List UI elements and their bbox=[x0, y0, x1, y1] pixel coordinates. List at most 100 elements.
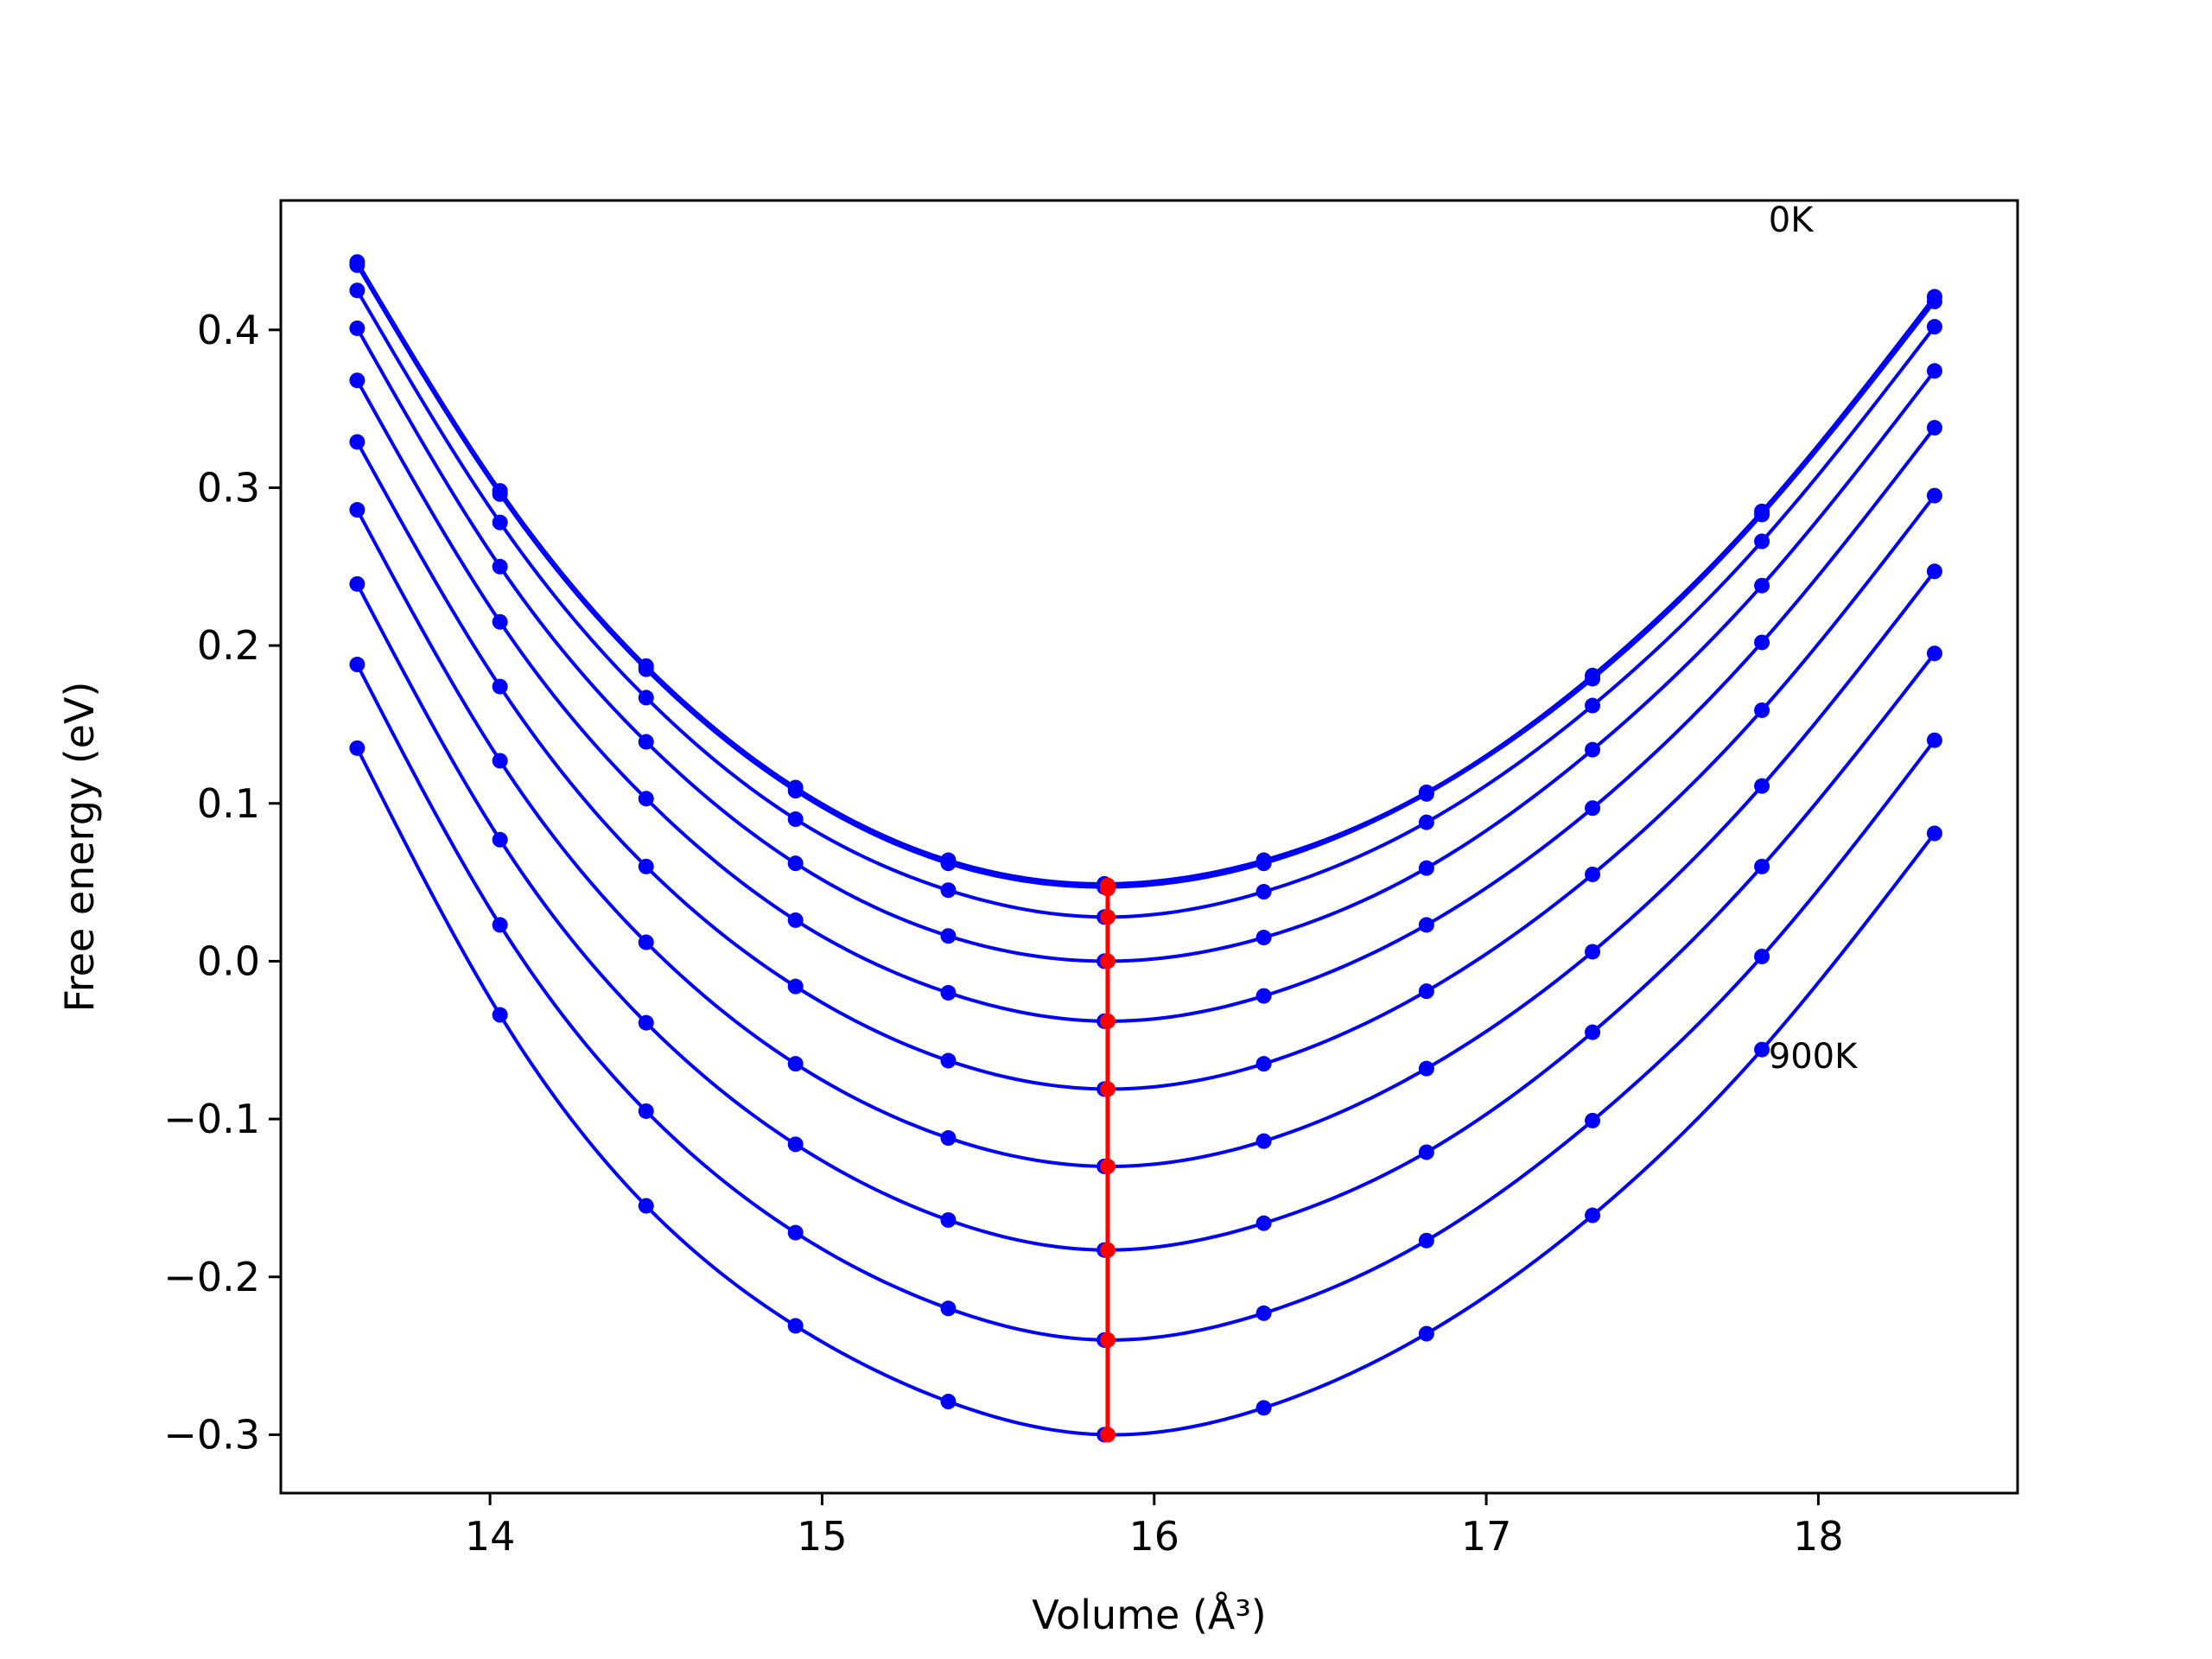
data-point bbox=[1754, 577, 1770, 594]
energy-curve bbox=[355, 327, 1936, 963]
data-point bbox=[1255, 1400, 1272, 1416]
data-point bbox=[787, 1318, 804, 1334]
data-point bbox=[787, 783, 804, 799]
data-point bbox=[638, 934, 654, 950]
data-point bbox=[1926, 563, 1942, 580]
energy-curve bbox=[355, 582, 1936, 1252]
plot-frame bbox=[279, 199, 2019, 1495]
energy-curve bbox=[355, 747, 1936, 1437]
data-point bbox=[492, 1007, 508, 1023]
y-tick-label: 0.4 bbox=[197, 307, 260, 353]
y-tick-label: 0.3 bbox=[197, 464, 260, 511]
y-axis-ticks: −0.3 −0.2 −0.1 0.0 0.1 0.2 0.3 0.4 bbox=[163, 307, 281, 1458]
data-point bbox=[1926, 825, 1942, 842]
x-tick-label: 16 bbox=[1128, 1513, 1179, 1560]
data-point bbox=[1585, 1112, 1601, 1128]
data-point bbox=[1255, 930, 1272, 946]
data-point bbox=[787, 912, 804, 928]
minimum-point bbox=[1099, 880, 1116, 897]
energy-curve bbox=[355, 261, 1936, 886]
curve-annotation: 900K bbox=[1769, 1037, 1859, 1077]
data-point bbox=[638, 858, 654, 874]
energy-curve bbox=[355, 264, 1936, 889]
data-point bbox=[940, 928, 957, 944]
data-point bbox=[1754, 778, 1770, 794]
data-point bbox=[638, 661, 654, 677]
data-point bbox=[1926, 732, 1942, 748]
data-point bbox=[1418, 785, 1434, 802]
data-point bbox=[349, 320, 365, 336]
annotations: 0K 900K bbox=[1769, 200, 1859, 1077]
data-point bbox=[1585, 697, 1601, 714]
data-point bbox=[492, 613, 508, 630]
data-point bbox=[1585, 866, 1601, 882]
energy-curves bbox=[355, 261, 1936, 1437]
minimum-point bbox=[1099, 1242, 1116, 1258]
data-point bbox=[638, 690, 654, 706]
y-tick-label: 0.2 bbox=[197, 622, 260, 669]
data-point bbox=[638, 791, 654, 807]
data-point bbox=[638, 734, 654, 750]
data-point bbox=[349, 502, 365, 518]
data-point bbox=[1926, 319, 1942, 335]
minimum-point bbox=[1099, 1332, 1116, 1348]
data-point bbox=[1585, 671, 1601, 687]
data-point bbox=[349, 257, 365, 273]
data-point bbox=[940, 855, 957, 872]
x-axis-label: Volume (Å³) bbox=[1032, 1592, 1267, 1638]
data-point bbox=[940, 1300, 957, 1317]
energy-curve bbox=[355, 509, 1936, 1168]
data-point bbox=[492, 678, 508, 695]
data-point bbox=[1926, 363, 1942, 379]
data-point bbox=[1255, 855, 1272, 872]
y-tick-label: −0.1 bbox=[163, 1096, 260, 1142]
x-tick-label: 14 bbox=[465, 1513, 516, 1560]
data-point bbox=[1754, 702, 1770, 718]
y-tick-label: 0.1 bbox=[197, 780, 260, 827]
x-tick-label: 18 bbox=[1793, 1513, 1844, 1560]
data-point bbox=[349, 283, 365, 299]
data-point bbox=[349, 434, 365, 450]
data-point bbox=[492, 486, 508, 502]
y-tick-label: −0.3 bbox=[163, 1411, 260, 1458]
data-point bbox=[638, 1014, 654, 1031]
data-point bbox=[1926, 420, 1942, 436]
energy-curve bbox=[355, 664, 1936, 1342]
minimum-point bbox=[1099, 1158, 1116, 1174]
data-point bbox=[787, 978, 804, 995]
data-point bbox=[349, 657, 365, 673]
data-point bbox=[349, 740, 365, 756]
data-point bbox=[1754, 948, 1770, 964]
x-axis-ticks: 14 15 16 17 18 bbox=[465, 1493, 1844, 1560]
data-point bbox=[1255, 1215, 1272, 1231]
data-point bbox=[1418, 1060, 1434, 1077]
minimum-point bbox=[1099, 1081, 1116, 1097]
data-point bbox=[787, 811, 804, 828]
data-point bbox=[787, 1056, 804, 1072]
data-point bbox=[940, 882, 957, 899]
energy-curve bbox=[355, 289, 1936, 919]
curve-annotation: 0K bbox=[1769, 200, 1815, 240]
data-point bbox=[1255, 988, 1272, 1004]
data-point bbox=[1585, 800, 1601, 817]
data-point bbox=[1585, 1207, 1601, 1224]
data-point bbox=[787, 855, 804, 872]
energy-curve bbox=[355, 441, 1936, 1091]
data-point bbox=[1754, 533, 1770, 550]
data-point bbox=[1926, 293, 1942, 309]
data-point bbox=[1255, 884, 1272, 900]
data-point bbox=[940, 1130, 957, 1147]
data-point bbox=[1585, 1024, 1601, 1040]
minimum-point bbox=[1099, 909, 1116, 925]
data-point bbox=[1418, 1144, 1434, 1160]
data-point bbox=[1418, 860, 1434, 876]
x-tick-label: 15 bbox=[797, 1513, 848, 1560]
data-point bbox=[1926, 645, 1942, 662]
y-tick-label: −0.2 bbox=[163, 1254, 260, 1300]
data-point bbox=[1418, 1232, 1434, 1249]
data-point bbox=[1754, 858, 1770, 874]
data-point bbox=[349, 372, 365, 389]
data-point bbox=[492, 917, 508, 933]
data-point bbox=[1585, 944, 1601, 960]
data-point bbox=[940, 984, 957, 1001]
